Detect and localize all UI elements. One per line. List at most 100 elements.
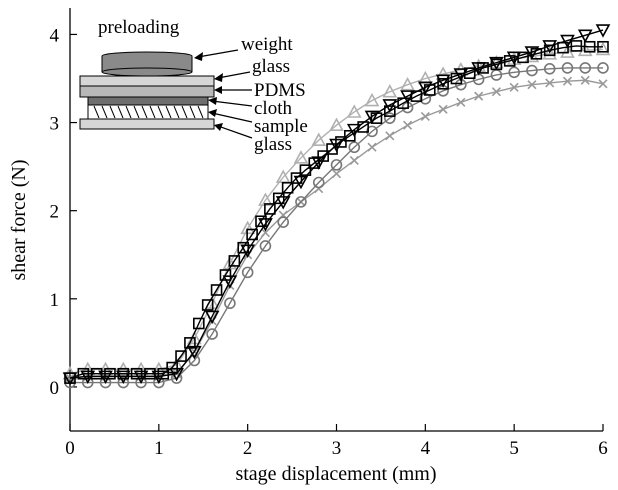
hatch-line <box>181 105 188 119</box>
y-tick-label: 2 <box>50 202 60 223</box>
data-point <box>403 120 413 130</box>
data-point <box>277 216 290 228</box>
data-point <box>597 62 609 74</box>
data-point <box>595 41 611 56</box>
inset-label-weight: weight <box>241 34 293 55</box>
data-point <box>331 169 342 179</box>
data-point <box>219 269 232 281</box>
pdms-layer <box>79 85 215 98</box>
data-point <box>543 44 556 57</box>
data-point <box>561 62 574 74</box>
hatch-line <box>93 105 100 119</box>
data-point <box>311 132 327 146</box>
data-point <box>420 111 430 121</box>
data-point <box>293 150 309 164</box>
data-point <box>104 367 116 380</box>
data-point <box>423 84 436 96</box>
data-point <box>474 91 484 101</box>
data-point <box>491 87 501 97</box>
sample-hatch <box>93 105 204 119</box>
hatch-line <box>101 105 108 119</box>
data-point <box>193 317 205 330</box>
data-point <box>335 136 347 148</box>
leader-glass-top <box>217 71 251 79</box>
data-point <box>224 297 236 310</box>
data-point <box>260 228 270 238</box>
y-tick-label: 4 <box>50 25 60 46</box>
arrow-pdms <box>214 86 222 94</box>
series-circle <box>64 62 609 389</box>
data-point <box>184 337 196 349</box>
hatch-line <box>157 105 164 119</box>
data-point <box>577 42 593 57</box>
data-point <box>560 44 575 58</box>
data-point <box>201 299 214 311</box>
data-point <box>557 41 569 54</box>
data-point <box>562 76 573 86</box>
data-point <box>463 67 476 80</box>
data-point <box>204 310 220 325</box>
data-point <box>295 196 307 208</box>
data-point <box>144 367 156 380</box>
data-point <box>317 150 329 162</box>
x-tick-label: 6 <box>598 438 608 459</box>
data-point <box>364 110 380 125</box>
hatch-line <box>165 105 172 119</box>
data-point <box>583 40 596 53</box>
data-point <box>543 63 556 75</box>
arrow-glass-top <box>214 73 223 82</box>
hatch-line <box>109 105 116 119</box>
data-point <box>437 77 449 90</box>
data-point <box>281 181 294 194</box>
data-point <box>255 215 267 228</box>
arrow-glass-bottom <box>214 123 223 131</box>
data-point <box>579 62 592 74</box>
leader-glass-bottom <box>217 125 253 139</box>
data-point <box>438 104 448 114</box>
data-point <box>357 121 369 133</box>
data-point <box>367 142 377 152</box>
data-point <box>453 68 469 82</box>
data-point <box>206 328 218 340</box>
data-point <box>524 46 540 60</box>
weight-block <box>102 56 192 72</box>
inset-label-glass-bottom: glass <box>254 134 292 155</box>
data-point <box>77 367 90 380</box>
x-tick-label: 0 <box>65 438 75 459</box>
data-point <box>166 361 178 374</box>
data-point <box>580 75 590 85</box>
data-point <box>157 367 170 380</box>
data-point <box>326 143 338 155</box>
sample-setup-inset: preloading weight glass PDMS cloth sampl… <box>79 17 308 155</box>
x-tick-label: 5 <box>509 438 519 459</box>
data-point <box>383 105 396 117</box>
data-point <box>397 97 409 109</box>
x-axis-title: stage displacement (mm) <box>235 463 436 485</box>
data-point <box>400 90 415 104</box>
x-ticks: 0 1 2 3 4 5 6 <box>65 424 608 459</box>
x-tick-label: 3 <box>332 438 342 459</box>
data-point <box>527 80 537 90</box>
data-point <box>410 90 423 102</box>
data-point <box>509 82 519 92</box>
data-point <box>117 367 130 380</box>
data-point <box>290 172 303 184</box>
hatch-line <box>197 105 204 119</box>
data-point <box>526 64 538 77</box>
series-layer <box>62 24 611 389</box>
arrow-weight <box>194 52 203 61</box>
data-point <box>450 72 463 85</box>
data-point <box>246 228 258 241</box>
data-point <box>188 354 201 367</box>
data-point <box>272 192 285 205</box>
hatch-line <box>173 105 180 119</box>
data-point <box>364 92 380 107</box>
data-point <box>382 84 398 98</box>
data-point <box>237 241 250 254</box>
inset-label-cloth: cloth <box>254 98 292 119</box>
data-point <box>344 129 356 142</box>
data-point <box>117 376 130 389</box>
data-point <box>597 40 609 53</box>
data-point <box>90 367 103 380</box>
